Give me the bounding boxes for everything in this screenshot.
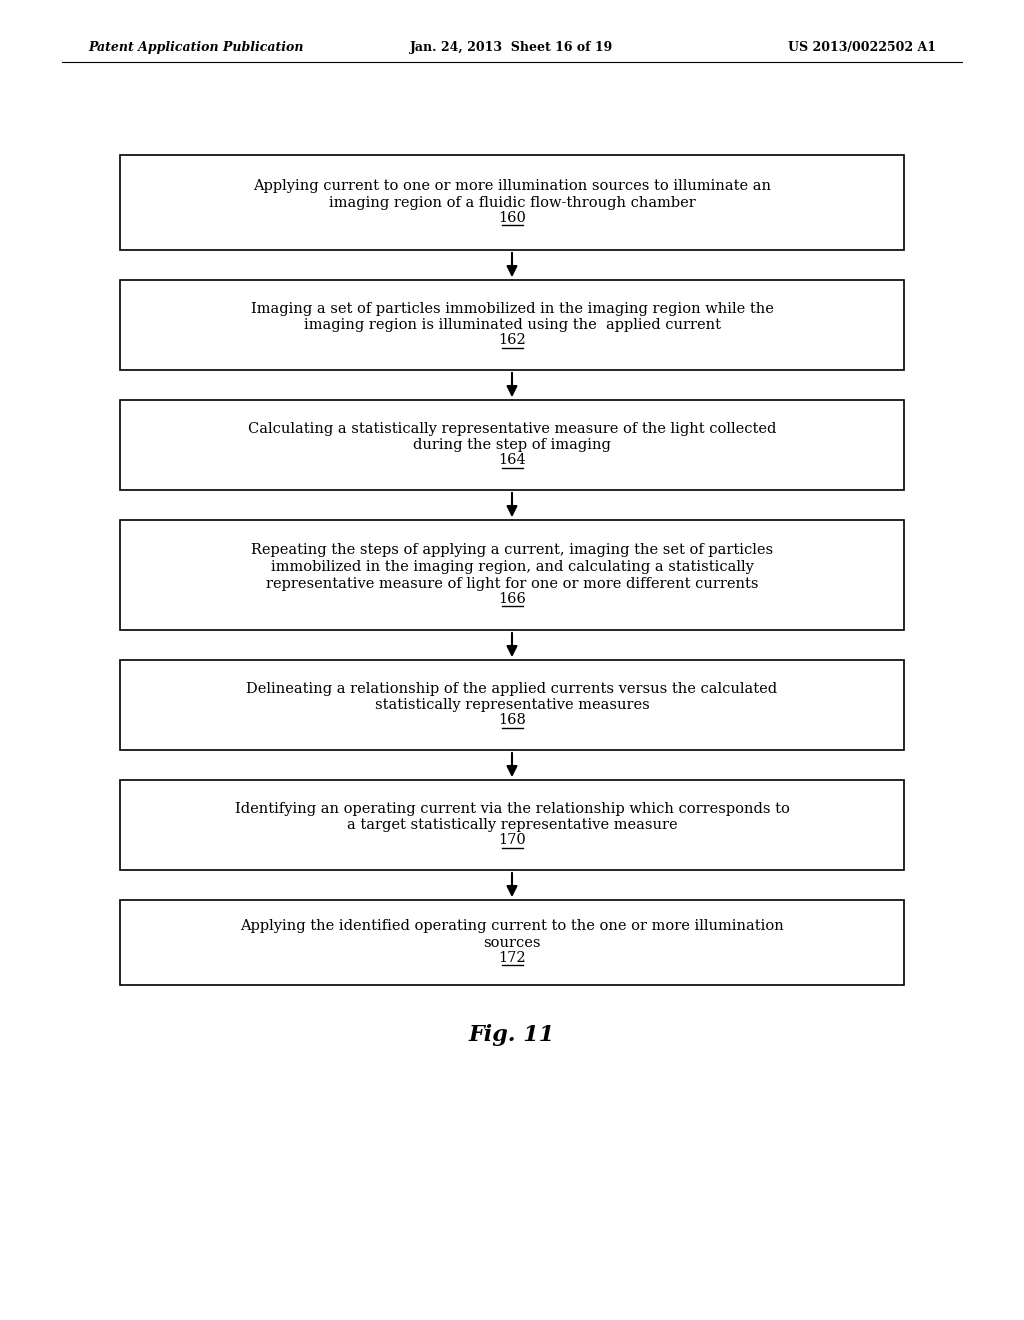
Bar (120, 280, 904, 370)
Text: US 2013/0022502 A1: US 2013/0022502 A1 (788, 41, 936, 54)
Text: 170: 170 (498, 833, 526, 847)
Text: representative measure of light for one or more different currents: representative measure of light for one … (266, 577, 758, 591)
Text: Patent Application Publication: Patent Application Publication (88, 41, 303, 54)
Text: 164: 164 (498, 454, 526, 467)
Text: Calculating a statistically representative measure of the light collected: Calculating a statistically representati… (248, 421, 776, 436)
Bar (120, 660, 904, 750)
Bar (120, 900, 904, 985)
Text: during the step of imaging: during the step of imaging (413, 438, 611, 453)
Text: Imaging a set of particles immobilized in the imaging region while the: Imaging a set of particles immobilized i… (251, 301, 773, 315)
Text: 160: 160 (498, 211, 526, 224)
Bar (120, 780, 904, 870)
Text: immobilized in the imaging region, and calculating a statistically: immobilized in the imaging region, and c… (270, 560, 754, 574)
Text: sources: sources (483, 936, 541, 950)
Bar (120, 154, 904, 249)
Text: Identifying an operating current via the relationship which corresponds to: Identifying an operating current via the… (234, 801, 790, 816)
Text: 166: 166 (498, 591, 526, 606)
Text: imaging region of a fluidic flow-through chamber: imaging region of a fluidic flow-through… (329, 195, 695, 210)
Text: Fig. 11: Fig. 11 (469, 1024, 555, 1045)
Text: 172: 172 (499, 950, 525, 965)
Text: statistically representative measures: statistically representative measures (375, 698, 649, 713)
Text: a target statistically representative measure: a target statistically representative me… (347, 818, 677, 833)
Text: Applying the identified operating current to the one or more illumination: Applying the identified operating curren… (240, 919, 784, 933)
Text: Applying current to one or more illumination sources to illuminate an: Applying current to one or more illumina… (253, 180, 771, 193)
Text: Delineating a relationship of the applied currents versus the calculated: Delineating a relationship of the applie… (247, 681, 777, 696)
Bar (120, 520, 904, 630)
Text: 162: 162 (498, 334, 526, 347)
Text: Repeating the steps of applying a current, imaging the set of particles: Repeating the steps of applying a curren… (251, 543, 773, 557)
Text: imaging region is illuminated using the  applied current: imaging region is illuminated using the … (303, 318, 721, 333)
Text: 168: 168 (498, 714, 526, 727)
Text: Jan. 24, 2013  Sheet 16 of 19: Jan. 24, 2013 Sheet 16 of 19 (411, 41, 613, 54)
Bar (120, 400, 904, 490)
